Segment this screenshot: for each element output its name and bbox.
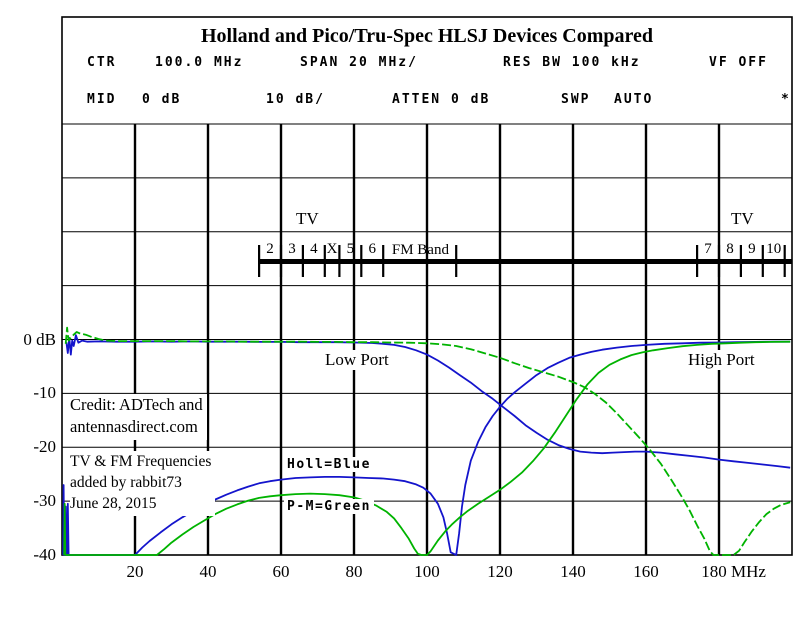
x-axis-label-100: 100 — [414, 562, 440, 581]
high-port-label: High Port — [685, 350, 758, 370]
channel-label-6: 6 — [368, 241, 377, 257]
setting-span-value: SPAN 20 MHz/ — [300, 55, 418, 70]
credit-line1: Credit: ADTech and — [70, 395, 203, 414]
setting-swp-label: SWP — [561, 92, 591, 107]
x-axis-label-40: 40 — [199, 562, 217, 581]
channel-label-2: 2 — [266, 241, 274, 257]
channel-label-8: 8 — [726, 241, 734, 257]
x-axis-label-160: 160 — [633, 562, 659, 581]
y-axis-label--20: -20 — [33, 437, 56, 457]
legend-holland-blue: Holl=Blue — [284, 457, 374, 472]
setting-mid-label: MID — [87, 92, 117, 107]
channel-label-9: 9 — [748, 241, 756, 257]
band-scale-bar — [259, 259, 793, 264]
setting-asterisk: * — [781, 92, 791, 107]
channel-label-X: X — [326, 241, 338, 257]
page-title: Holland and Pico/Tru-Spec HLSJ Devices C… — [200, 25, 654, 47]
setting-vf-value: VF OFF — [709, 55, 768, 70]
channel-label-7: 7 — [704, 241, 712, 257]
setting-swp-value: AUTO — [614, 92, 654, 107]
setting-ctr-value: 100.0 MHz — [155, 55, 244, 70]
setting-resbw-value: RES BW 100 kHz — [503, 55, 641, 70]
trace-pico-tru-spec-p-m-low-port-through-response- — [64, 326, 791, 556]
setting-ctr-label: CTR — [87, 55, 117, 70]
channel-label-4: 4 — [310, 241, 318, 257]
x-axis-label-120: 120 — [487, 562, 513, 581]
channel-label-5: 5 — [346, 241, 355, 257]
tv-label-1: TV — [731, 209, 754, 228]
y-axis-label--10: -10 — [33, 383, 56, 403]
credit-annotation: Credit: ADTech and antennasdirect.com — [70, 394, 207, 440]
low-port-label: Low Port — [322, 350, 392, 370]
x-axis-label-20: 20 — [126, 562, 144, 581]
channel-label-3: 3 — [288, 241, 296, 257]
y-axis-label-0: 0 dB — [23, 329, 56, 349]
trace-pico-tru-spec-p-m-high-port — [63, 340, 791, 556]
x-axis-label-184: 180 MHz — [701, 562, 766, 581]
credit-line2: antennasdirect.com — [70, 417, 198, 436]
y-axis-label--30: -30 — [33, 491, 56, 511]
tv-label-0: TV — [296, 209, 319, 228]
legend-pm-green: P-M=Green — [284, 499, 374, 514]
x-axis-label-60: 60 — [272, 562, 290, 581]
note-line1: TV & FM Frequencies — [70, 453, 212, 470]
x-axis-label-140: 140 — [560, 562, 586, 581]
trace-holland-low-port-through-response- — [65, 334, 791, 469]
setting-scale-value: 10 dB/ — [266, 92, 325, 107]
channel-label-FM-Band: FM Band — [391, 242, 449, 258]
x-axis-label-80: 80 — [345, 562, 363, 581]
note-line3: June 28, 2015 — [70, 495, 157, 512]
setting-mid-value: 0 dB — [142, 92, 182, 107]
channel-label-10: 10 — [766, 241, 782, 257]
y-axis-label--40: -40 — [33, 545, 56, 564]
note-line2: added by rabbit73 — [70, 474, 182, 491]
setting-atten-value: ATTEN 0 dB — [392, 92, 491, 107]
frequency-note-annotation: TV & FM Frequencies added by rabbit73 Ju… — [70, 451, 216, 516]
